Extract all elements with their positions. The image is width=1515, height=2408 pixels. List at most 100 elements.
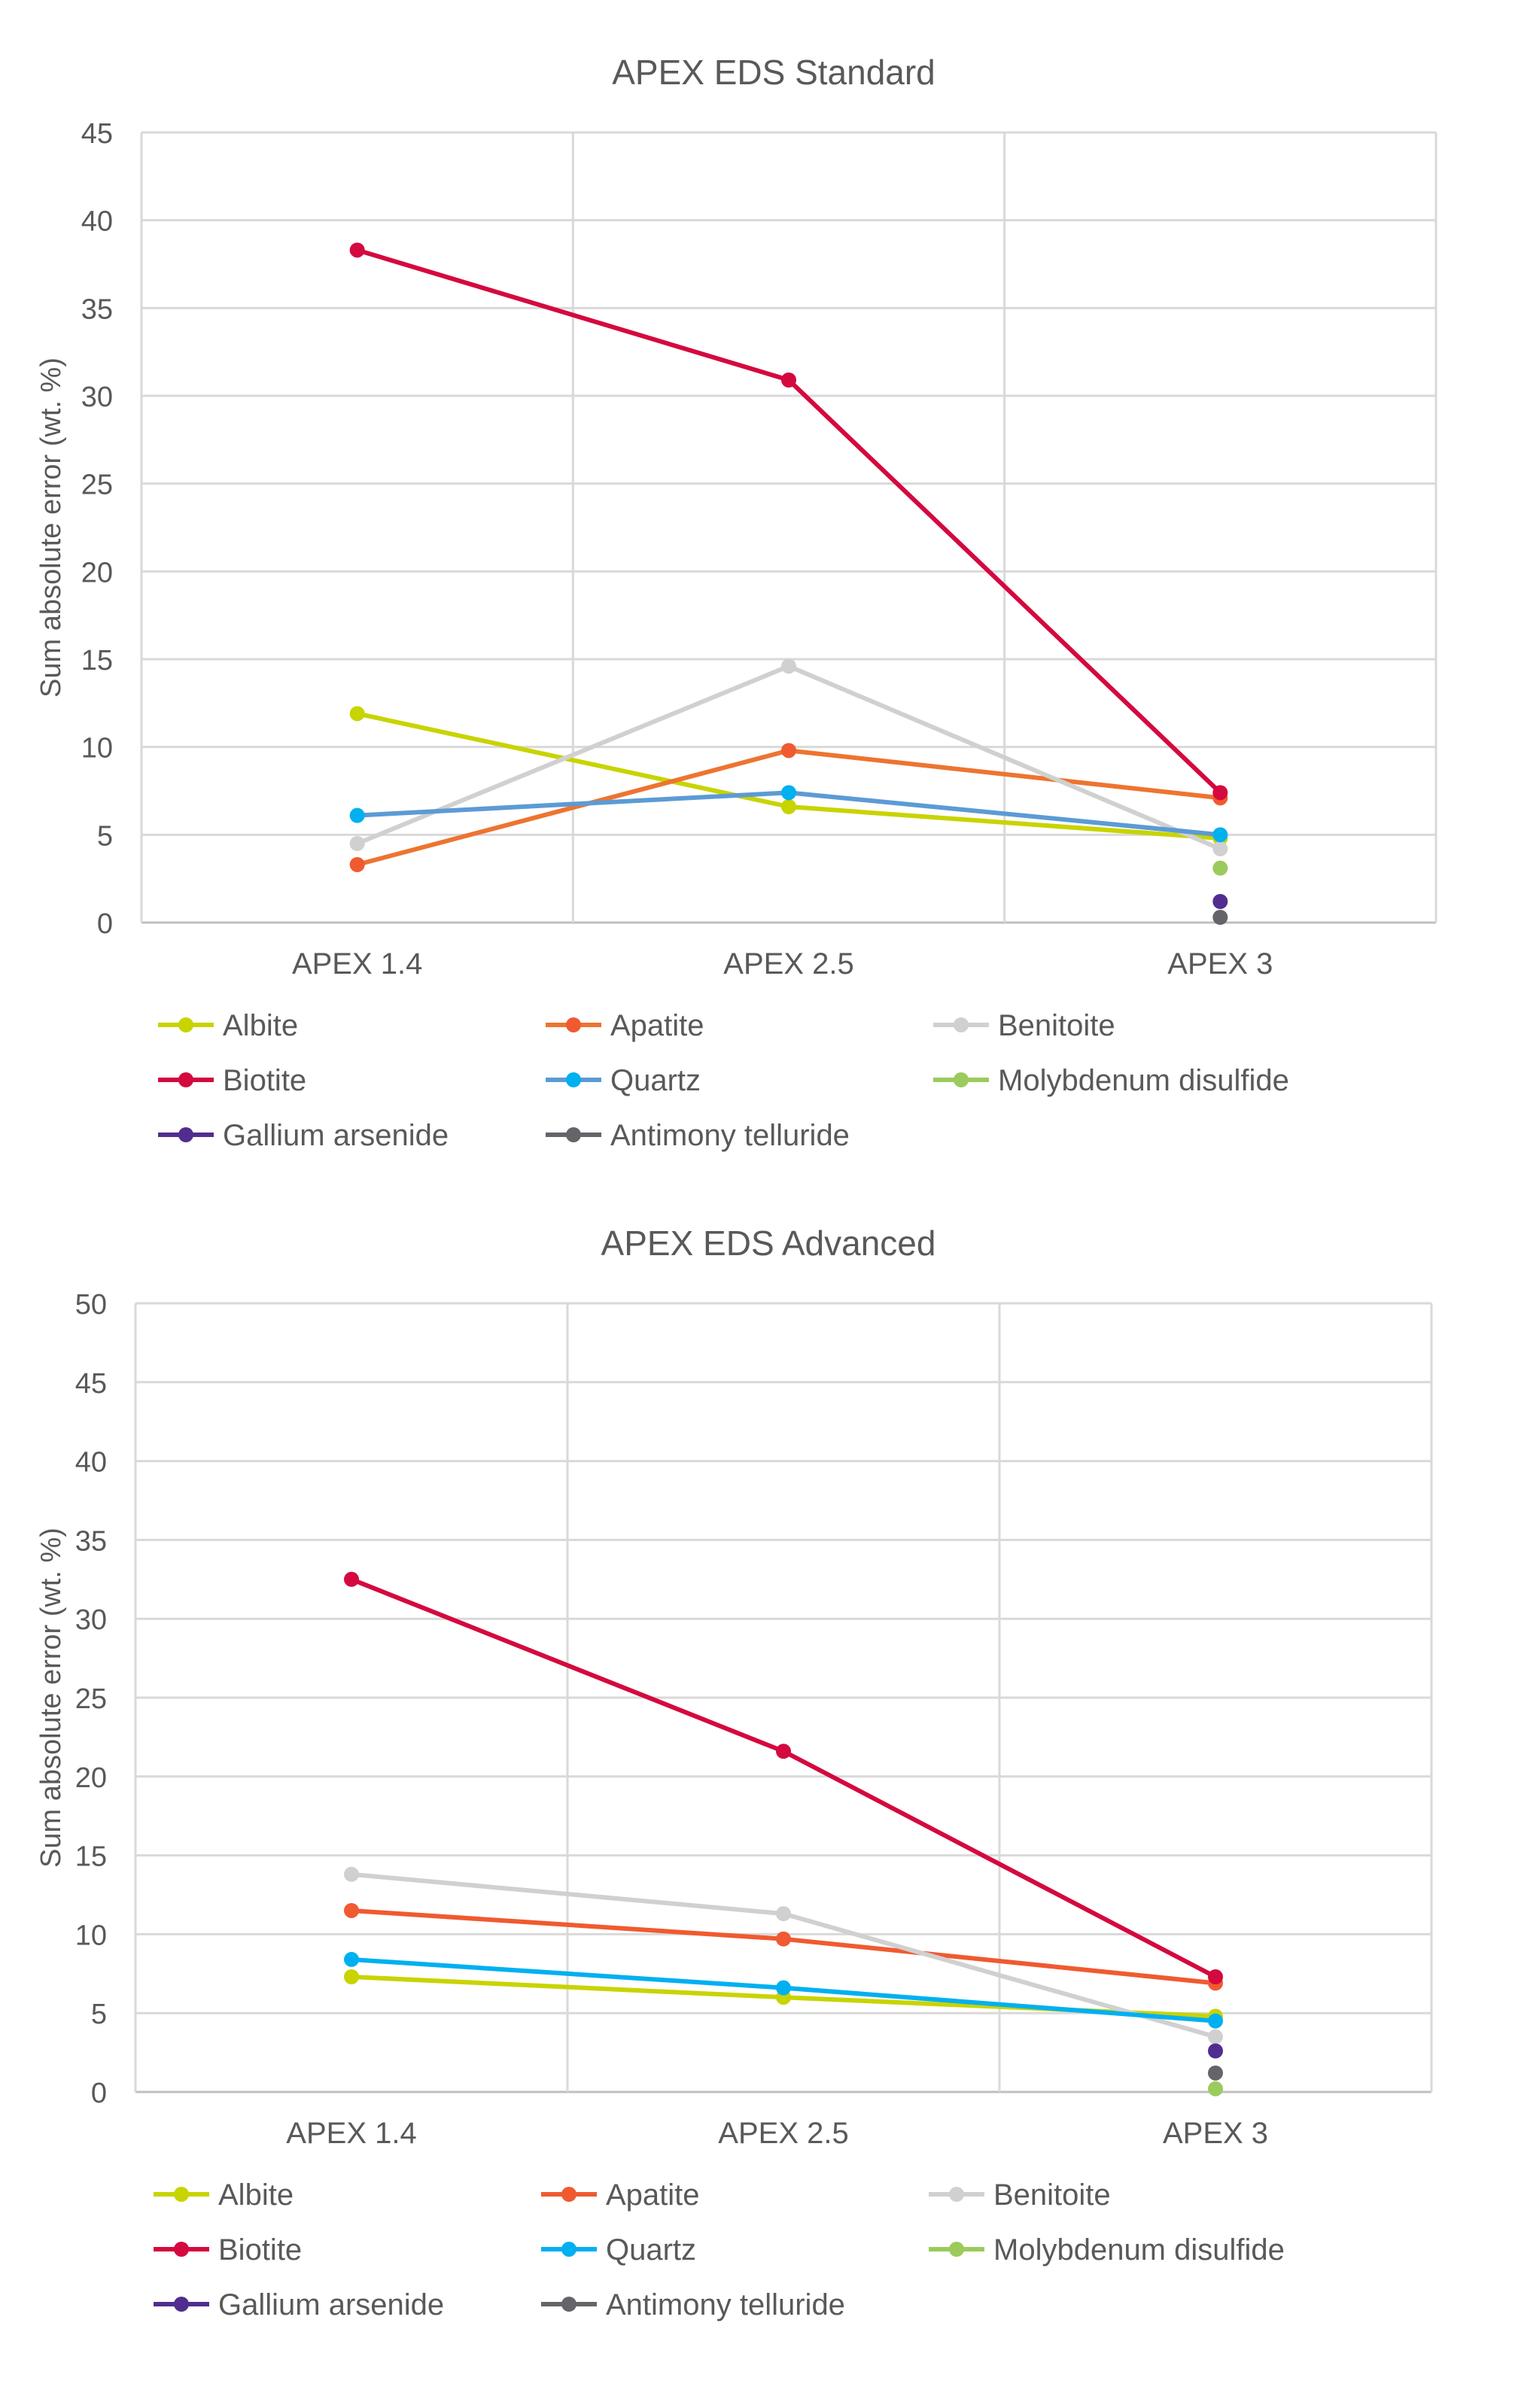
data-point-gallium-arsenide: [1208, 2043, 1223, 2059]
legend-swatch-marker: [174, 2297, 189, 2312]
data-point-biotite: [349, 242, 365, 258]
y-tick-label: 25: [75, 1683, 107, 1715]
y-tick-label: 5: [91, 1999, 107, 2030]
y-tick-label: 5: [97, 820, 113, 852]
data-point-benitoite: [349, 836, 365, 851]
data-point-apatite: [776, 1931, 791, 1947]
data-point-antimony-telluride: [1208, 2065, 1223, 2081]
legend-label: Quartz: [610, 1064, 701, 1097]
data-point-molybdenum-disulfide: [1208, 2081, 1223, 2096]
data-point-biotite: [776, 1744, 791, 1759]
y-tick-label: 40: [81, 206, 113, 238]
x-tick-label: APEX 3: [1167, 947, 1273, 981]
y-tick-label: 30: [75, 1604, 107, 1636]
data-point-benitoite: [1212, 841, 1228, 856]
legend-label: Molybdenum disulfide: [993, 2233, 1285, 2267]
chart-standard: APEX EDS Standard 0 5 10 15 20 25 30 35 40 45 APEX …: [35, 53, 1437, 1152]
legend-label: Apatite: [606, 2178, 700, 2212]
legend-swatch-marker: [954, 1072, 969, 1087]
legend-swatch-marker: [561, 2297, 576, 2312]
legend-label: Gallium arsenide: [218, 2288, 444, 2321]
x-tick-label: APEX 2.5: [718, 2117, 848, 2150]
legend-label: Molybdenum disulfide: [998, 1064, 1289, 1097]
y-axis-label: Sum absolute error (wt. %): [35, 1528, 67, 1868]
data-point-quartz: [781, 785, 796, 801]
chart-standard-svg: APEX EDS Standard 0 5 10 15 20 25 30 35 40 45 APEX …: [35, 53, 1437, 1152]
legend-swatch-marker: [178, 1017, 193, 1032]
data-point-apatite: [344, 1902, 359, 1918]
data-point-molybdenum-disulfide: [1212, 860, 1228, 876]
data-point-benitoite: [1208, 2029, 1223, 2045]
series-line-biotite: [356, 248, 1222, 795]
data-point-albite: [349, 706, 365, 722]
data-point-albite: [781, 799, 796, 814]
legend-swatch-marker: [178, 1127, 193, 1142]
data-point-biotite: [1212, 785, 1228, 801]
legend-swatch-marker: [174, 2242, 189, 2257]
legend-label: Quartz: [606, 2233, 696, 2267]
y-axis-label: Sum absolute error (wt. %): [35, 357, 67, 698]
legend-label: Apatite: [610, 1009, 704, 1042]
legend-label: Antimony telluride: [610, 1119, 850, 1152]
y-tick-label: 45: [75, 1368, 107, 1400]
data-point-apatite: [349, 857, 365, 872]
legend-swatch-marker: [566, 1017, 581, 1032]
legend-label: Biotite: [218, 2233, 302, 2267]
y-tick-label: 0: [91, 2078, 107, 2109]
y-tick-label: 25: [81, 470, 113, 501]
legend-label: Albite: [223, 1009, 298, 1042]
legend-label: Antimony telluride: [606, 2288, 845, 2321]
x-tick-label: APEX 1.4: [286, 2117, 416, 2150]
series-line-albite: [357, 711, 1221, 841]
y-tick-label: 30: [81, 382, 113, 413]
legend-swatch-marker: [949, 2242, 964, 2257]
data-point-biotite: [344, 1571, 359, 1587]
data-point-quartz: [349, 807, 365, 823]
legend-swatch-marker: [954, 1017, 969, 1032]
legend-swatch-marker: [174, 2187, 189, 2202]
x-tick-label: APEX 3: [1163, 2117, 1268, 2150]
chart-advanced-svg: APEX EDS Advanced 0 5 10 15 20 25 30 35 40 45 50 APE…: [35, 1224, 1433, 2321]
legend-label: Benitoite: [993, 2178, 1111, 2212]
x-tick-label: APEX 1.4: [292, 947, 422, 981]
y-tick-label: 45: [81, 118, 113, 150]
y-tick-label: 40: [75, 1447, 107, 1479]
legend-swatch-marker: [561, 2187, 576, 2202]
legend-label: Benitoite: [998, 1009, 1115, 1042]
data-point-biotite: [781, 372, 796, 388]
data-point-quartz: [776, 1980, 791, 1996]
data-point-benitoite: [776, 1906, 791, 1922]
data-point-gallium-arsenide: [1212, 894, 1228, 909]
legend-label: Gallium arsenide: [223, 1119, 449, 1152]
x-tick-label: APEX 2.5: [723, 947, 853, 981]
y-tick-label: 10: [81, 733, 113, 765]
legend-label: Biotite: [223, 1064, 306, 1097]
data-point-benitoite: [344, 1866, 359, 1882]
data-point-quartz: [344, 1951, 359, 1967]
legend-swatch-marker: [566, 1127, 581, 1142]
y-tick-label: 0: [97, 908, 113, 940]
data-point-albite: [344, 1969, 359, 1984]
data-point-apatite: [781, 743, 796, 759]
data-point-antimony-telluride: [1212, 910, 1228, 925]
data-point-biotite: [1208, 1969, 1223, 1984]
y-tick-label: 50: [75, 1289, 107, 1321]
legend-swatch-marker: [561, 2242, 576, 2257]
data-point-quartz: [1212, 827, 1228, 843]
legend-swatch-marker: [178, 1072, 193, 1087]
y-tick-label: 35: [81, 293, 113, 325]
data-point-benitoite: [781, 658, 796, 674]
y-tick-label: 35: [75, 1525, 107, 1557]
y-tick-label: 20: [75, 1762, 107, 1794]
chart-title: APEX EDS Standard: [612, 53, 935, 92]
legend-swatch-marker: [566, 1072, 581, 1087]
y-tick-label: 15: [81, 645, 113, 676]
chart-advanced: APEX EDS Advanced 0 5 10 15 20 25 30 35 40 45 50 APE…: [0, 1204, 1515, 2408]
series-line-apatite: [351, 1908, 1216, 1986]
data-point-quartz: [1208, 2013, 1223, 2029]
chart-title: APEX EDS Advanced: [601, 1224, 936, 1263]
y-tick-label: 20: [81, 557, 113, 588]
legend-label: Albite: [218, 2178, 294, 2212]
y-tick-label: 15: [75, 1841, 107, 1873]
y-tick-label: 10: [75, 1920, 107, 1951]
